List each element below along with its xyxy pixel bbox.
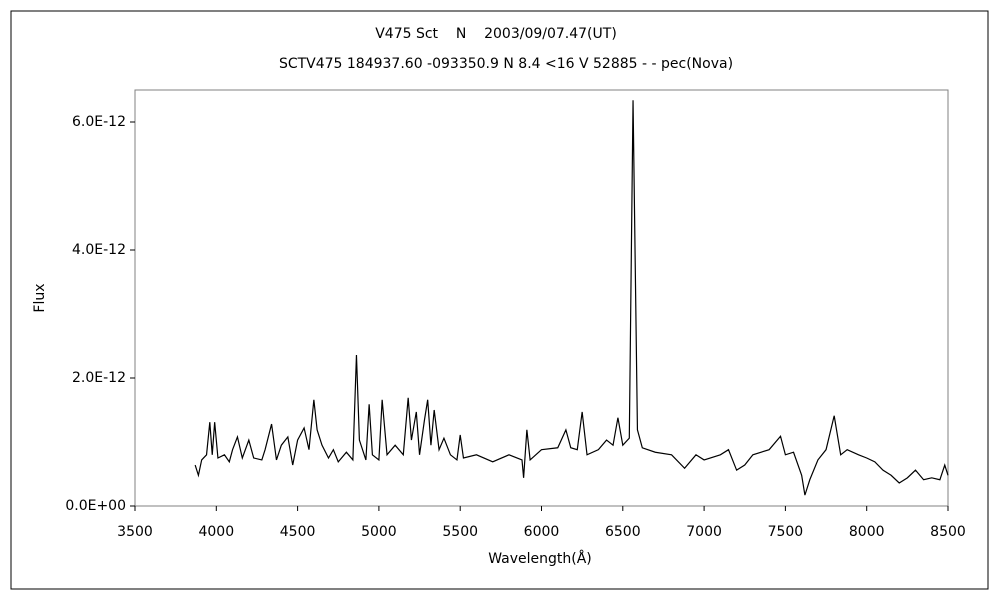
y-axis-label: Flux — [32, 283, 48, 312]
x-tick-label: 3500 — [117, 524, 153, 540]
x-tick-label: 8000 — [849, 524, 885, 540]
y-tick-label: 4.0E-12 — [72, 242, 126, 258]
x-tick-label: 5500 — [442, 524, 478, 540]
x-tick-label: 6000 — [524, 524, 560, 540]
x-tick-label: 8500 — [930, 524, 966, 540]
spectrum-line — [194, 100, 949, 496]
x-tick-label: 7500 — [768, 524, 804, 540]
x-tick-label: 4000 — [198, 524, 234, 540]
x-tick-label: 6500 — [605, 524, 641, 540]
x-tick-label: 4500 — [280, 524, 316, 540]
y-tick-label: 6.0E-12 — [72, 114, 126, 130]
chart-title: V475 Sct N 2003/09/07.47(UT) — [375, 26, 617, 42]
x-tick-label: 7000 — [686, 524, 722, 540]
chart-subtitle: SCTV475 184937.60 -093350.9 N 8.4 <16 V … — [279, 56, 733, 72]
x-axis-label: Wavelength(Å) — [488, 550, 592, 567]
y-tick-label: 2.0E-12 — [72, 370, 126, 386]
plot-area — [134, 89, 949, 507]
x-tick-label: 5000 — [361, 524, 397, 540]
y-tick-label: 0.0E+00 — [65, 498, 126, 514]
